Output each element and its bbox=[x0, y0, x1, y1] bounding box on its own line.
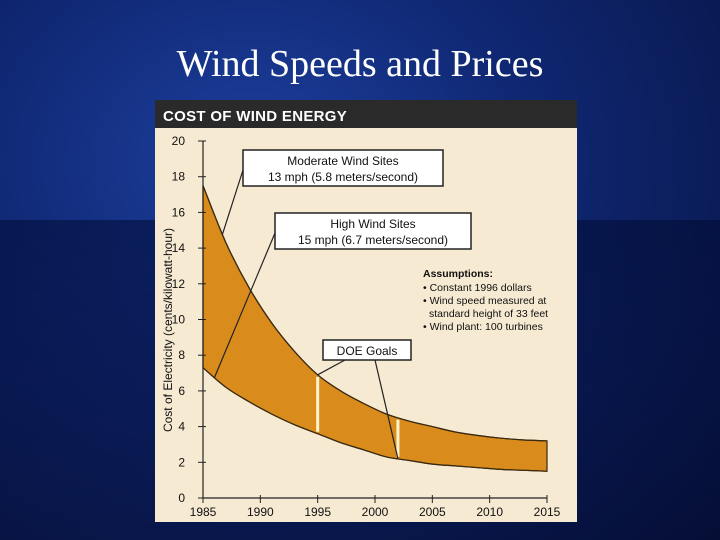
y-tick-label: 6 bbox=[178, 384, 185, 398]
assumption-line: • Constant 1996 dollars bbox=[423, 282, 532, 294]
moderate-callout-title: Moderate Wind Sites bbox=[287, 154, 398, 168]
assumptions-heading: Assumptions: bbox=[423, 268, 493, 280]
y-tick-label: 18 bbox=[172, 170, 186, 184]
y-tick-label: 4 bbox=[178, 420, 185, 434]
high-wind-line bbox=[202, 367, 548, 472]
y-tick-label: 10 bbox=[172, 313, 186, 327]
y-tick-label: 2 bbox=[178, 455, 185, 469]
doe-goals-label: DOE Goals bbox=[337, 344, 398, 358]
high-callout-box bbox=[274, 212, 472, 250]
x-tick-label: 2010 bbox=[476, 505, 503, 519]
x-tick-label: 2005 bbox=[419, 505, 446, 519]
doe-goals-box bbox=[322, 339, 412, 361]
y-tick-label: 16 bbox=[172, 205, 186, 219]
x-tick-label: 1985 bbox=[190, 505, 217, 519]
assumption-line: standard height of 33 feet bbox=[429, 308, 548, 320]
y-tick-label: 14 bbox=[172, 241, 186, 255]
y-axis-label: Cost of Electricity (cents/kilowatt-hour… bbox=[161, 228, 175, 432]
high-callout-title: High Wind Sites bbox=[330, 217, 415, 231]
y-tick-label: 8 bbox=[178, 348, 185, 362]
y-tick-label: 12 bbox=[172, 277, 186, 291]
chart-header-bar bbox=[155, 100, 577, 128]
y-tick-label: 20 bbox=[172, 134, 186, 148]
moderate-callout-detail: 13 mph (5.8 meters/second) bbox=[268, 170, 418, 184]
moderate-wind-line bbox=[202, 185, 548, 442]
callout-leader-line bbox=[374, 359, 399, 459]
x-tick-label: 1990 bbox=[247, 505, 274, 519]
high-callout-detail: 15 mph (6.7 meters/second) bbox=[298, 233, 448, 247]
callout-leader-line bbox=[213, 232, 276, 378]
moderate-callout-box bbox=[242, 149, 444, 187]
x-tick-label: 1995 bbox=[304, 505, 331, 519]
x-tick-label: 2000 bbox=[362, 505, 389, 519]
callout-leader-line bbox=[317, 359, 346, 376]
callout-leader-line bbox=[221, 169, 244, 235]
assumption-line: • Wind plant: 100 turbines bbox=[423, 321, 543, 333]
plot-area: 0 2 4 6 8 10 12 14 16 18 20 1985 1990 1995 2000 2005 201… bbox=[172, 134, 561, 519]
x-tick-label: 2015 bbox=[534, 505, 561, 519]
y-tick-label: 0 bbox=[178, 491, 185, 505]
assumption-line: • Wind speed measured at bbox=[423, 295, 546, 307]
chart-svg: COST OF WIND ENERGY Cost of Electricity … bbox=[155, 100, 577, 519]
chart-figure: COST OF WIND ENERGY Cost of Electricity … bbox=[155, 100, 577, 522]
chart-title: COST OF WIND ENERGY bbox=[163, 108, 347, 125]
assumptions-block: Assumptions: • Constant 1996 dollars • W… bbox=[423, 268, 548, 333]
slide-title: Wind Speeds and Prices bbox=[176, 43, 544, 85]
